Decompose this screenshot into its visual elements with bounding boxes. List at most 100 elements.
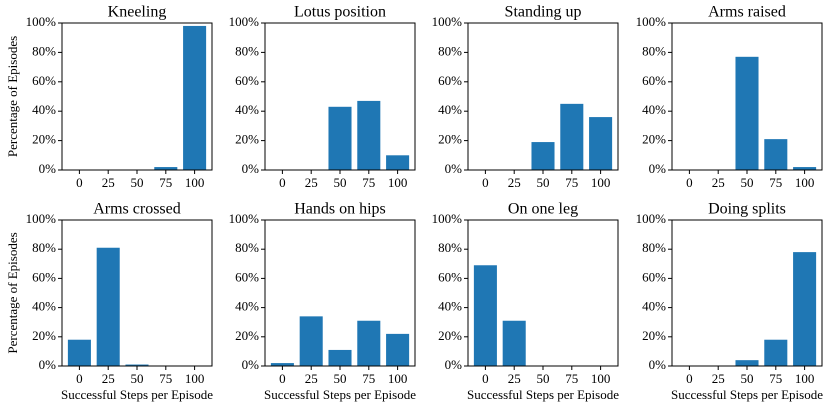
y-tick-label: 20% (32, 132, 56, 147)
y-tick-label: 0% (445, 161, 463, 176)
x-tick-label: 100 (388, 371, 408, 386)
bar (589, 117, 613, 170)
y-tick-label: 0% (242, 161, 260, 176)
y-tick-label: 0% (39, 357, 57, 372)
x-tick-label: 75 (159, 175, 172, 190)
x-axis-label: Successful Steps per Episode (61, 387, 213, 402)
x-tick-label: 0 (76, 175, 83, 190)
y-tick-label: 60% (235, 269, 259, 284)
y-tick-label: 60% (32, 269, 56, 284)
x-tick-label: 50 (741, 175, 754, 190)
x-tick-label: 100 (185, 175, 205, 190)
bar (793, 167, 817, 170)
chart-title: Hands on hips (294, 201, 386, 218)
y-tick-label: 40% (235, 102, 259, 117)
bar (270, 363, 294, 366)
bar (183, 25, 207, 170)
x-axis-label: Successful Steps per Episode (467, 387, 619, 402)
y-tick-label: 100% (229, 14, 260, 29)
y-tick-label: 0% (649, 357, 667, 372)
y-tick-label: 80% (438, 240, 462, 255)
x-tick-label: 25 (102, 371, 115, 386)
chart-title: Lotus position (294, 4, 386, 21)
x-tick-label: 50 (537, 175, 550, 190)
y-tick-label: 0% (445, 357, 463, 372)
y-axis-label: Percentage of Episodes (5, 232, 20, 353)
bar (328, 106, 352, 170)
chart-title: Arms raised (708, 4, 786, 21)
x-tick-label: 50 (537, 371, 550, 386)
x-tick-label: 0 (279, 175, 286, 190)
bar (299, 316, 323, 366)
axes-frame (467, 22, 619, 171)
bar (502, 320, 526, 366)
x-axis-label: Successful Steps per Episode (671, 387, 823, 402)
y-tick-label: 60% (642, 269, 666, 284)
axes-frame (61, 22, 213, 171)
axes-frame (671, 219, 823, 367)
bar (386, 333, 410, 366)
chart-title: Doing splits (708, 201, 786, 218)
x-tick-label: 25 (102, 175, 115, 190)
x-tick-label: 0 (482, 371, 489, 386)
x-tick-label: 50 (334, 175, 347, 190)
axes-frame (671, 22, 823, 171)
x-tick-label: 0 (482, 175, 489, 190)
x-tick-label: 75 (362, 175, 375, 190)
bar (531, 142, 555, 170)
y-tick-label: 60% (438, 73, 462, 88)
x-tick-label: 100 (185, 371, 205, 386)
x-tick-label: 100 (795, 175, 815, 190)
y-tick-label: 80% (642, 43, 666, 58)
y-tick-label: 100% (636, 211, 667, 226)
x-tick-label: 75 (769, 371, 782, 386)
x-tick-label: 25 (508, 371, 521, 386)
bar (764, 339, 788, 366)
x-tick-label: 50 (334, 371, 347, 386)
y-tick-label: 40% (642, 299, 666, 314)
x-tick-label: 0 (686, 175, 693, 190)
y-tick-label: 80% (642, 240, 666, 255)
x-tick-label: 75 (362, 371, 375, 386)
chart-title: Kneeling (108, 4, 167, 21)
y-tick-label: 0% (39, 161, 57, 176)
bar (560, 103, 584, 170)
y-tick-label: 40% (32, 299, 56, 314)
x-tick-label: 75 (565, 175, 578, 190)
y-tick-label: 100% (432, 14, 463, 29)
y-tick-label: 0% (242, 357, 260, 372)
bar (735, 360, 759, 366)
bar (473, 265, 497, 366)
bar (125, 364, 149, 366)
bar (764, 139, 788, 170)
axes-frame (264, 219, 416, 367)
y-tick-label: 80% (32, 240, 56, 255)
x-tick-label: 50 (131, 371, 144, 386)
y-tick-label: 40% (235, 299, 259, 314)
x-tick-label: 50 (131, 175, 144, 190)
y-tick-label: 60% (32, 73, 56, 88)
x-tick-label: 0 (76, 371, 83, 386)
y-tick-label: 20% (642, 132, 666, 147)
x-axis-label: Successful Steps per Episode (264, 387, 416, 402)
bar (735, 56, 759, 171)
x-tick-label: 75 (769, 175, 782, 190)
y-tick-label: 20% (235, 328, 259, 343)
chart-title: On one leg (508, 201, 578, 218)
y-tick-label: 60% (235, 73, 259, 88)
x-tick-label: 100 (591, 175, 611, 190)
bar (357, 320, 381, 366)
bar (357, 100, 381, 170)
y-axis-label: Percentage of Episodes (5, 36, 20, 157)
bar (67, 339, 91, 366)
y-tick-label: 80% (235, 43, 259, 58)
y-tick-label: 0% (649, 161, 667, 176)
y-tick-label: 40% (32, 102, 56, 117)
bar (96, 247, 120, 366)
x-tick-label: 75 (565, 371, 578, 386)
x-tick-label: 100 (388, 175, 408, 190)
y-tick-label: 40% (642, 102, 666, 117)
x-tick-label: 25 (305, 175, 318, 190)
x-tick-label: 0 (279, 371, 286, 386)
x-tick-label: 25 (305, 371, 318, 386)
